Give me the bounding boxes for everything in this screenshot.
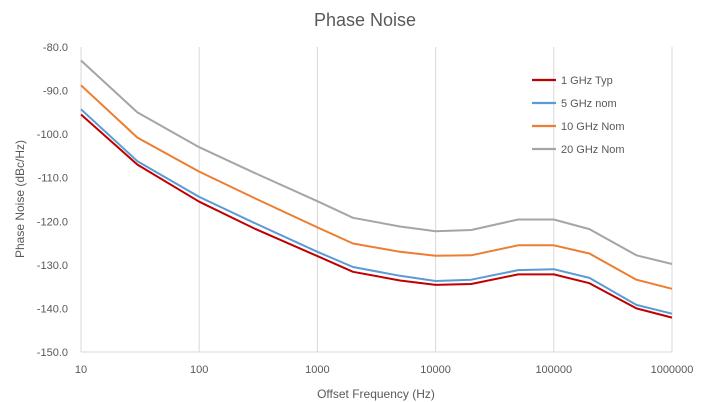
- x-axis-title: Offset Frequency (Hz): [317, 387, 435, 401]
- y-tick-label: -120.0: [37, 216, 68, 228]
- x-tick-label: 10: [75, 364, 87, 376]
- x-axis-ticks: 10 100 1000 10000 100000 1000000: [75, 364, 694, 376]
- x-tick-label: 10000: [420, 364, 451, 376]
- series-line: [80, 113, 673, 319]
- x-tick-label: 100: [190, 364, 208, 376]
- series-line: [80, 108, 673, 315]
- grid: [80, 47, 673, 353]
- x-tick-label: 100000: [535, 364, 572, 376]
- chart-title: Phase Noise: [314, 10, 416, 30]
- legend-label: 5 GHz nom: [561, 98, 617, 110]
- legend: 1 GHz Typ 5 GHz nom 10 GHz Nom 20 GHz Nom: [532, 75, 625, 156]
- series-line: [80, 59, 673, 265]
- y-axis-ticks: -80.0 -90.0 -100.0 -110.0 -120.0 -130.0 -140.0…: [37, 42, 68, 359]
- legend-label: 1 GHz Typ: [561, 75, 613, 87]
- y-tick-label: -140.0: [37, 303, 68, 315]
- y-tick-label: -100.0: [37, 129, 68, 141]
- y-tick-label: -80.0: [43, 42, 68, 54]
- series-line: [80, 84, 673, 290]
- y-axis-title: Phase Noise (dBc/Hz): [13, 140, 27, 258]
- y-tick-label: -150.0: [37, 347, 68, 359]
- legend-label: 10 GHz Nom: [561, 121, 625, 133]
- legend-label: 20 GHz Nom: [561, 144, 625, 156]
- x-tick-label: 1000000: [651, 364, 694, 376]
- series-lines: [80, 59, 673, 319]
- x-tick-label: 1000: [305, 364, 329, 376]
- y-tick-label: -110.0: [38, 173, 68, 185]
- y-tick-label: -90.0: [43, 86, 68, 98]
- y-tick-label: -130.0: [37, 260, 68, 272]
